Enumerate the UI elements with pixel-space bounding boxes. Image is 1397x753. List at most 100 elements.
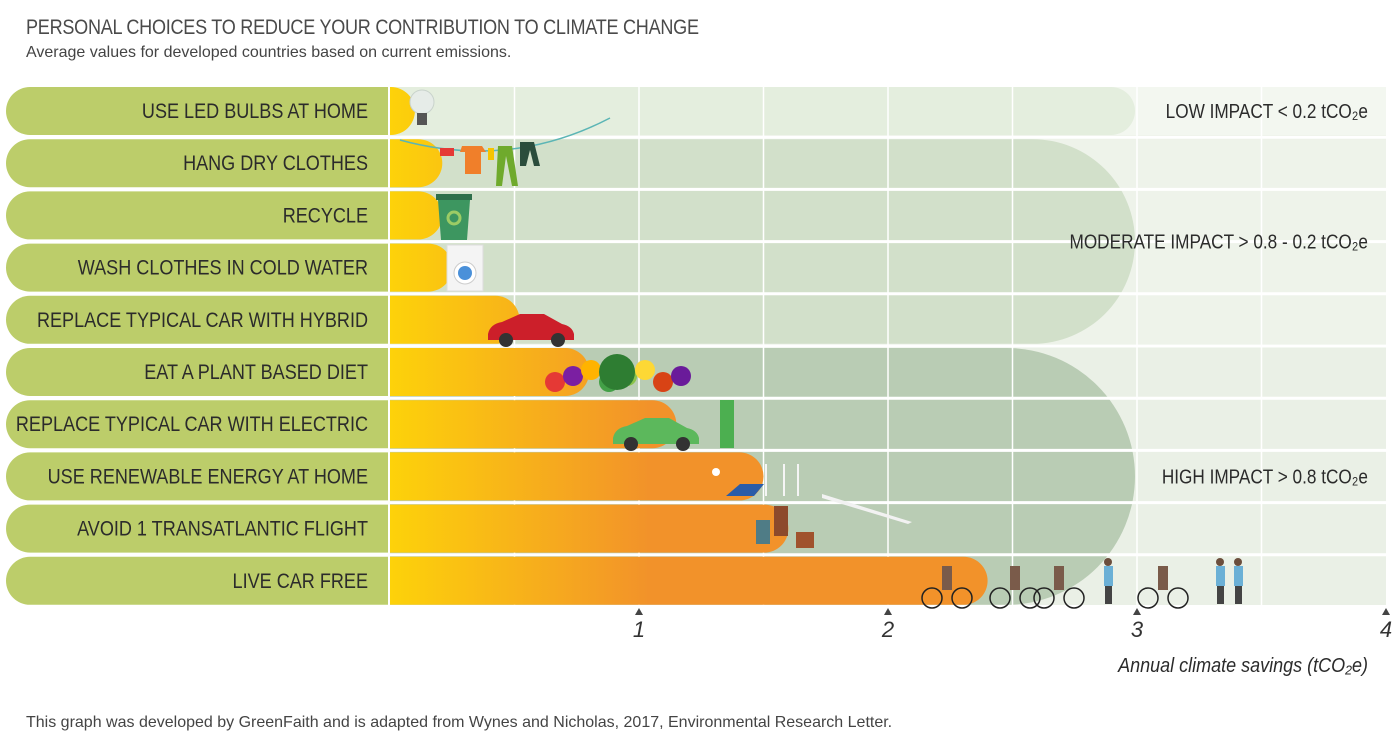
head [1104,558,1112,566]
cyclist-icon [1137,566,1189,609]
tick-label: 4 [1380,617,1392,642]
category-label: EAT A PLANT BASED DIET [144,361,368,385]
bin-body [438,200,470,240]
legs [1235,586,1242,604]
category-label: USE LED BULBS AT HOME [142,100,368,124]
produce [581,360,601,380]
wheel [1137,587,1159,609]
sun [712,468,720,476]
body [1216,566,1225,586]
category-band [6,348,388,396]
cloth-pants-dark [520,142,540,166]
bulb-glass [409,89,435,115]
impact-label: LOW IMPACT < 0.2 tCO₂e [1166,100,1368,123]
category-band [6,400,388,449]
seat [756,520,770,544]
category-label: USE RENEWABLE ENERGY AT HOME [48,465,368,489]
tick-label: 3 [1131,617,1144,642]
impact-labels: LOW IMPACT < 0.2 tCO₂e MODERATE IMPACT > … [1070,100,1368,488]
red-hybrid-car-icon [488,314,574,347]
car-body [613,418,699,444]
car-body [488,314,574,340]
solar-panel [726,484,764,496]
category-band [6,243,388,292]
source-credit: This graph was developed by GreenFaith a… [26,714,893,731]
illustrations [399,89,1243,609]
tick-mark [635,608,643,615]
green-electric-car-icon [613,418,699,451]
head [1234,558,1242,566]
wheel [624,437,638,451]
impact-label: HIGH IMPACT > 0.8 tCO₂e [1162,465,1368,488]
watermelon [599,354,635,390]
walker-icon [1216,558,1225,604]
bar [390,243,453,292]
tick-label: 1 [633,617,645,642]
produce [671,366,691,386]
cloth-pants [496,146,518,186]
chart-subtitle: Average values for developed countries b… [26,44,512,61]
fruits-vegetables-icon [545,354,691,392]
wheel [989,587,1011,609]
category-band [6,556,388,605]
category-label: AVOID 1 TRANSATLANTIC FLIGHT [77,517,368,541]
produce [563,366,583,386]
category-band [6,87,388,135]
produce [635,360,655,380]
tick-mark [1382,608,1390,615]
cyclist-icon [1033,566,1085,609]
rider [1010,566,1020,590]
recycling-bin-icon [436,194,472,240]
produce [545,372,565,392]
rider [1054,566,1064,590]
wheel [1167,587,1189,609]
recycle-symbol [446,210,462,226]
person [774,506,788,536]
cloth-socks [488,148,494,160]
cyclist-icon [989,566,1041,609]
wheel [951,587,973,609]
category-band [6,191,388,240]
category-labels: USE LED BULBS AT HOME HANG DRY CLOTHES REC… [6,87,389,605]
suitcase [796,532,814,548]
category-label: LIVE CAR FREE [233,570,368,594]
bar [390,504,789,553]
category-label: WASH CLOTHES IN COLD WATER [78,256,368,280]
tick-label: 2 [881,617,894,642]
bar [390,191,443,240]
bar [390,400,677,449]
tick-mark [884,608,892,615]
category-label: REPLACE TYPICAL CAR WITH ELECTRIC [16,413,368,437]
impact-zone-low [390,87,1135,135]
body [1104,566,1113,586]
washing-machine-icon [446,244,484,292]
category-band [6,295,388,344]
walker-icon [1104,558,1113,604]
light-bulb-icon [409,89,435,125]
solar-wind-icon [712,464,799,496]
bar [390,452,764,501]
airplane-icon [822,494,912,524]
walker-icon [1234,558,1243,604]
produce [653,372,673,392]
bar [390,348,590,396]
bar [390,295,520,344]
bar [390,87,415,135]
impact-label: MODERATE IMPACT > 0.8 - 0.2 tCO₂e [1070,230,1368,253]
tick-mark [1133,608,1141,615]
wheel [551,333,565,347]
charger [720,400,734,448]
bin-lid [436,194,472,200]
category-label: REPLACE TYPICAL CAR WITH HYBRID [37,309,368,333]
x-axis-label: Annual climate savings (tCO₂e) [1117,655,1368,677]
wheel [1019,587,1041,609]
cloth-red [440,148,454,156]
bars [390,87,988,605]
rider [942,566,952,590]
clothesline-icon [399,117,611,186]
legs [1105,586,1112,604]
category-label: RECYCLE [283,204,368,228]
category-band [6,452,388,501]
charging-station-icon [720,400,734,448]
